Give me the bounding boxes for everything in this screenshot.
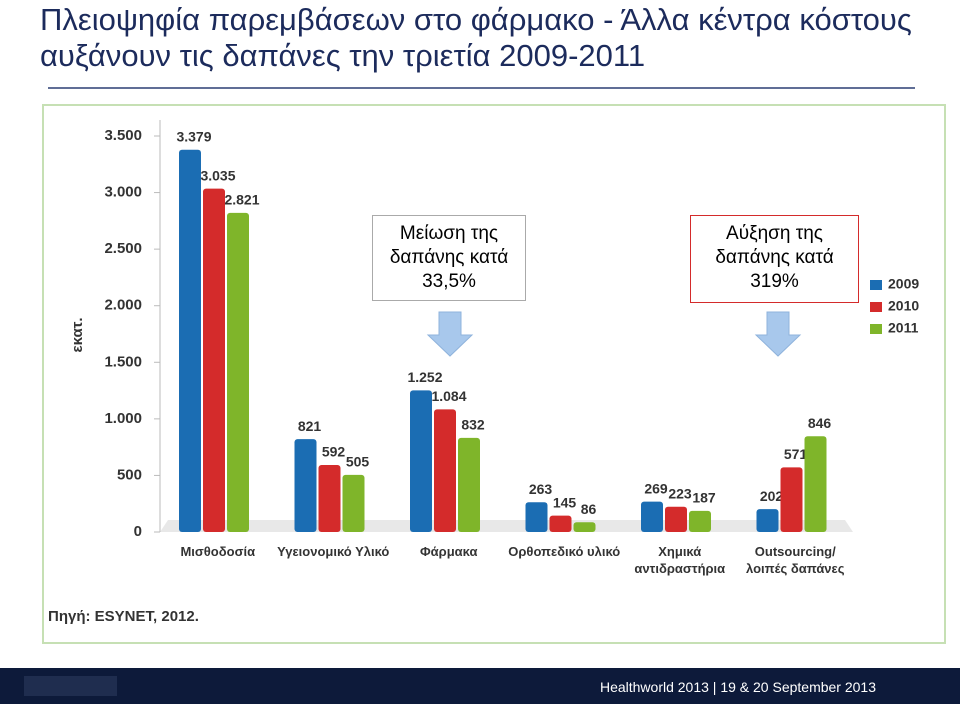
value-label: 187 [692, 490, 716, 506]
y-tick-label: 1.000 [104, 410, 142, 427]
value-label: 592 [322, 444, 346, 460]
value-label: 269 [644, 480, 668, 496]
bar [573, 522, 596, 532]
value-label: 832 [461, 417, 485, 433]
arrow [426, 311, 474, 357]
y-tick-label: 2.500 [104, 240, 142, 257]
bar [780, 467, 803, 532]
slide-title: Πλειοψηφία παρεμβάσεων στο φάρμακο - Άλλ… [40, 2, 912, 73]
footer-text: Healthworld 2013 | 19 & 20 September 201… [599, 679, 876, 695]
bar [549, 515, 572, 532]
y-tick-label: 3.000 [104, 184, 142, 201]
value-label: 1.084 [431, 388, 466, 404]
value-label: 505 [346, 454, 370, 470]
bar [342, 474, 365, 532]
legend-label: 2009 [888, 276, 919, 292]
bar [203, 188, 225, 532]
value-label: 223 [668, 485, 692, 501]
legend-label: 2010 [888, 298, 919, 314]
x-tick-label: Χημικά αντιδραστήρια [634, 544, 726, 576]
bar [641, 501, 663, 532]
bar [294, 439, 317, 532]
x-tick-label: Outsourcing/ λοιπές δαπάνες [746, 544, 845, 576]
y-axis-label: εκατ. [69, 317, 86, 352]
y-tick-label: 1.500 [104, 353, 142, 370]
bar [756, 509, 779, 532]
x-tick-label: Φάρμακα [420, 544, 478, 559]
value-label: 821 [298, 418, 322, 434]
x-tick-label: Ορθοπεδικό υλικό [508, 544, 621, 559]
y-tick-label: 500 [117, 466, 142, 483]
y-tick-label: 0 [134, 523, 142, 540]
value-label: 571 [784, 446, 808, 462]
value-label: 2.821 [224, 192, 259, 208]
value-label: 3.035 [200, 167, 235, 183]
legend-swatch [870, 302, 882, 312]
arrow [754, 311, 802, 357]
bar [689, 510, 711, 532]
value-label: 263 [529, 481, 553, 497]
bar [410, 390, 432, 532]
annotation: Αύξηση της δαπάνης κατά 319% [690, 215, 859, 303]
value-label: 846 [808, 415, 832, 431]
bar [525, 502, 548, 532]
bar [434, 409, 456, 532]
chart-frame [42, 104, 946, 644]
annotation: Μείωση της δαπάνης κατά 33,5% [372, 215, 526, 301]
bar [227, 212, 249, 532]
bar [318, 465, 341, 532]
logo [24, 676, 117, 696]
value-label: 145 [553, 494, 577, 510]
value-label: 1.252 [407, 369, 442, 385]
value-label: 86 [581, 501, 597, 517]
bar [804, 436, 827, 532]
x-tick-label: Υγειονομικό Υλικό [277, 544, 390, 559]
floor [160, 520, 853, 532]
bar [179, 149, 201, 532]
x-tick-label: Μισθοδοσία [180, 544, 256, 559]
legend-swatch [870, 324, 882, 334]
source: Πηγή: ESYNET, 2012. [48, 608, 199, 625]
value-label: 3.379 [176, 128, 211, 144]
bar [665, 506, 687, 532]
bar [458, 437, 480, 532]
legend-swatch [870, 280, 882, 290]
y-tick-label: 2.000 [104, 297, 142, 314]
footer-bar [0, 668, 960, 704]
legend-label: 2011 [888, 320, 919, 336]
y-tick-label: 3.500 [104, 127, 142, 144]
value-label: 202 [760, 488, 784, 504]
